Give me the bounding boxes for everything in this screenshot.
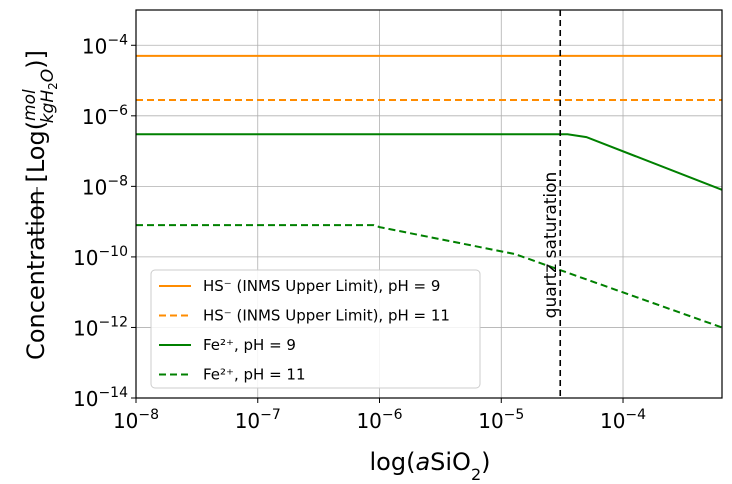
x-tick-label: 10−4 xyxy=(600,407,646,433)
x-axis-title: log(aSiO2) xyxy=(369,448,490,484)
y-tick-label: 10−12 xyxy=(73,314,128,340)
y-tick-label: 10−4 xyxy=(82,32,128,58)
y-tick-label: 10−10 xyxy=(73,244,128,270)
series-line xyxy=(136,224,723,329)
legend-label: Fe²⁺, pH = 11 xyxy=(203,366,306,384)
legend-label: Fe²⁺, pH = 9 xyxy=(203,336,296,354)
x-axis: 10−8 10−7 10−6 10−5 10−4 xyxy=(113,398,646,433)
quartz-saturation-label: quartz saturation xyxy=(541,172,561,319)
y-tick-label: 10−14 xyxy=(73,385,128,411)
y-tick-label: 10−8 xyxy=(82,173,128,199)
y-axis: 10−14 10−12 10−10 10−8 10−6 10−4 xyxy=(73,32,136,411)
legend-label: HS⁻ (INMS Upper Limit), pH = 11 xyxy=(203,307,450,325)
annotation-group: quartz saturation xyxy=(541,10,561,398)
series-lines xyxy=(136,54,723,329)
y-tick-label: 10−6 xyxy=(82,103,128,129)
plot-frame xyxy=(135,9,723,399)
series-line xyxy=(136,133,723,191)
legend-label: HS⁻ (INMS Upper Limit), pH = 9 xyxy=(203,277,440,295)
x-tick-label: 10−6 xyxy=(356,407,402,433)
x-tick-label: 10−8 xyxy=(113,407,159,433)
svg-text:Concentration [Log(molkgH2O)]: Concentration [Log(molkgH2O)] xyxy=(20,50,60,360)
legend: HS⁻ (INMS Upper Limit), pH = 9 HS⁻ (INMS … xyxy=(150,269,481,389)
y-axis-title: Concentration [Log(molkgH2O)] xyxy=(20,50,60,360)
legend-box xyxy=(150,269,481,389)
x-tick-label: 10−5 xyxy=(478,407,524,433)
x-tick-label: 10−7 xyxy=(235,407,281,433)
